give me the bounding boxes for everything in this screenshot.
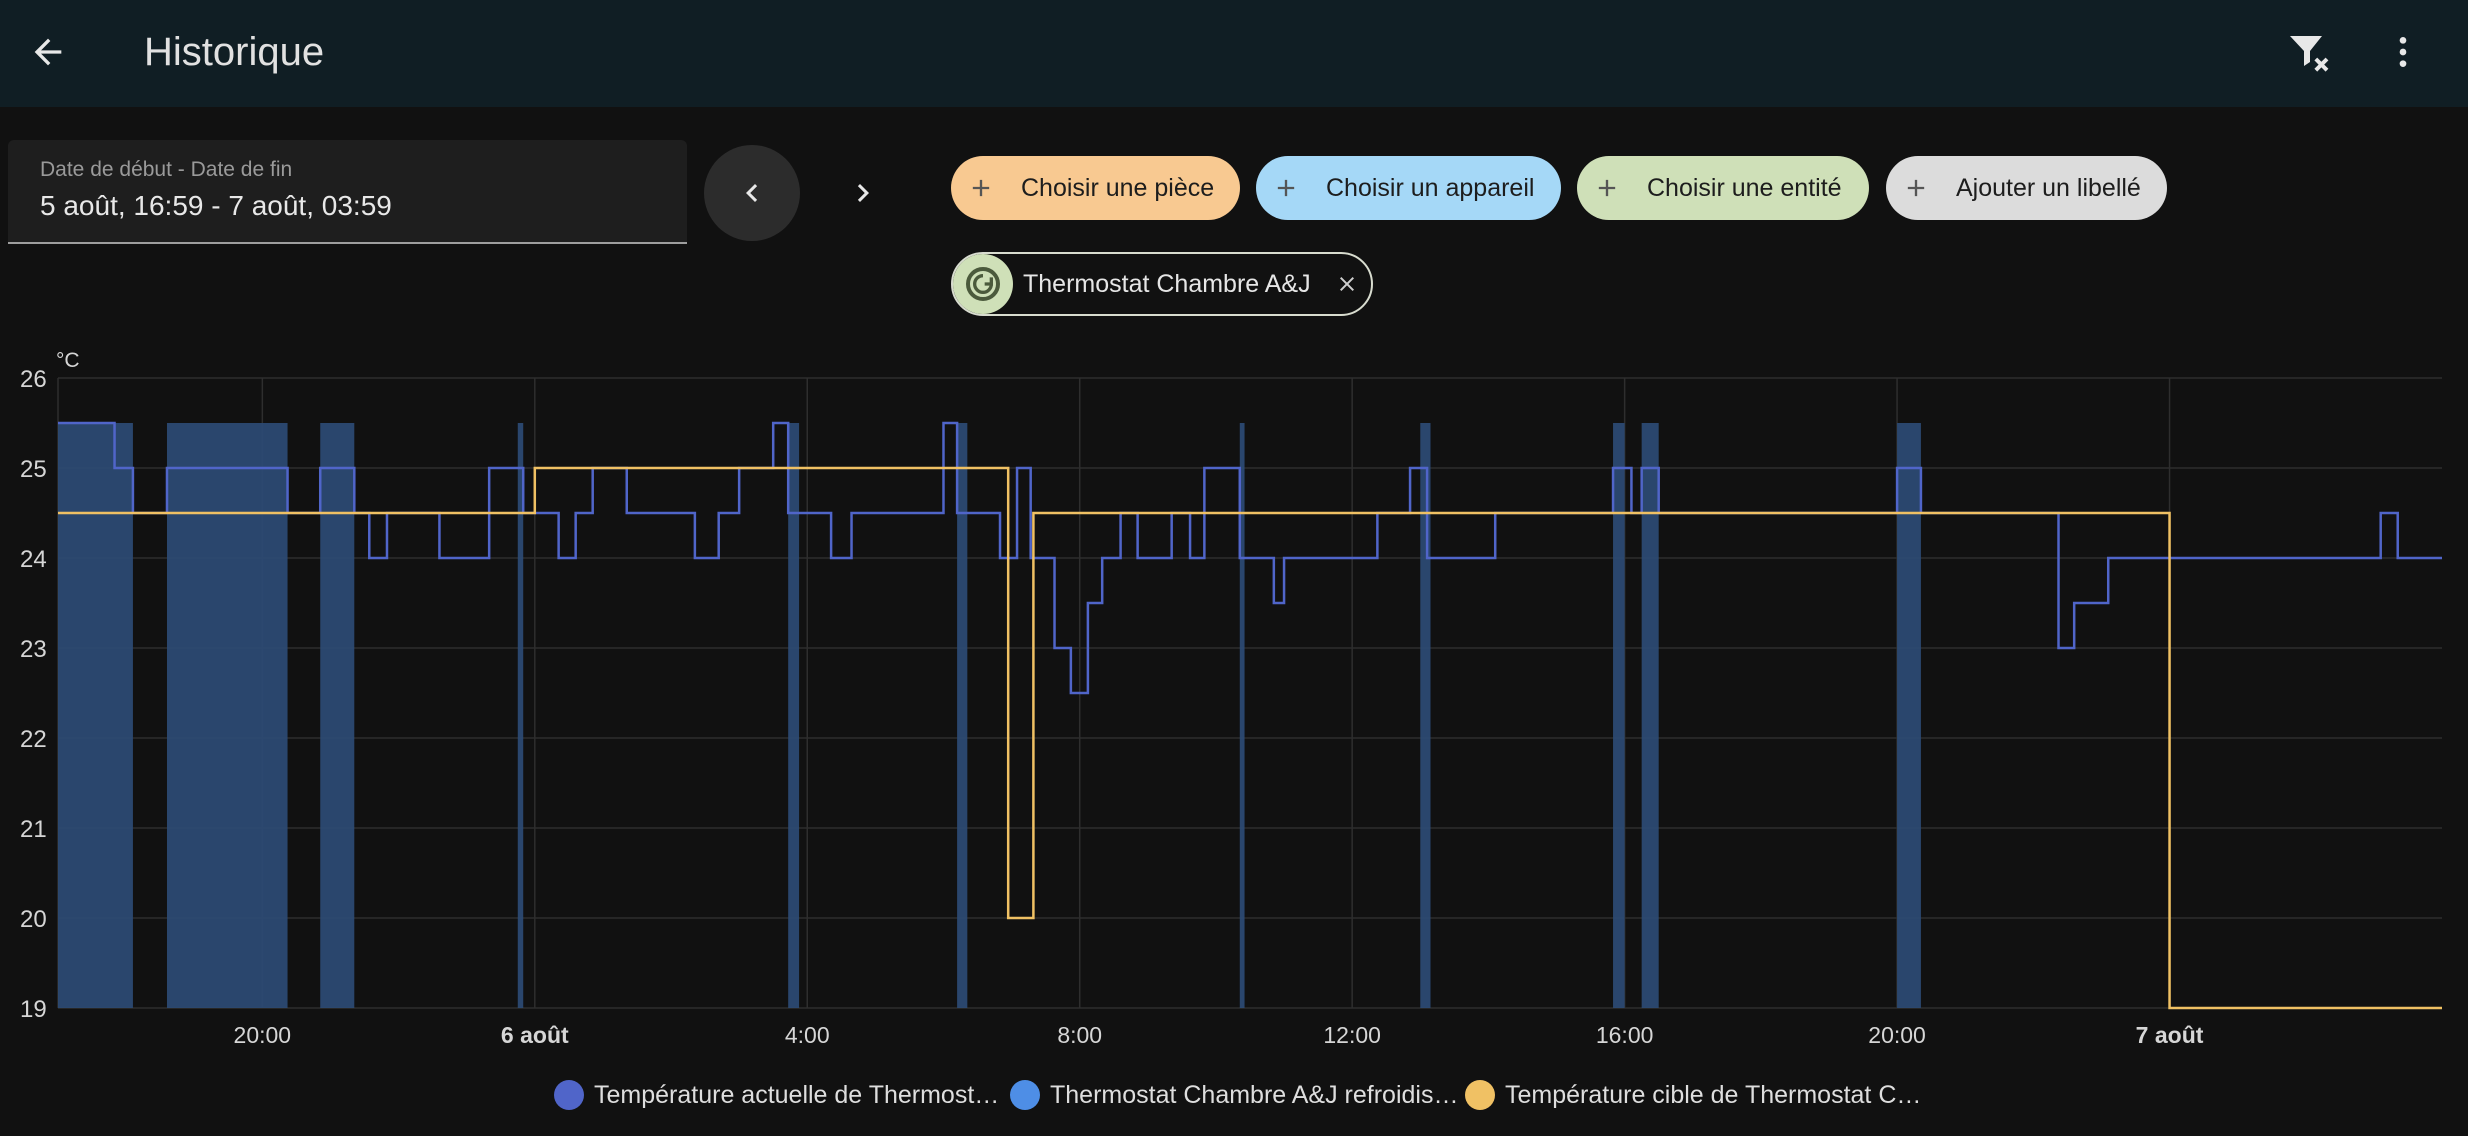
- clear-filters-button[interactable]: [2272, 16, 2344, 88]
- legend-item-cooling[interactable]: Thermostat Chambre A&J refroidis…: [1010, 1078, 1458, 1112]
- cooling-interval-bar: [166, 423, 288, 1008]
- legend-label: Température actuelle de Thermost…: [594, 1080, 1000, 1109]
- choose-area-label: Choisir une pièce: [1021, 173, 1215, 202]
- cooling-interval-bar: [1897, 423, 1921, 1008]
- x-tick-label: 20:00: [234, 1022, 292, 1048]
- back-button[interactable]: [12, 16, 84, 88]
- x-tick-label: 20:00: [1868, 1022, 1926, 1048]
- x-tick-label: 4:00: [785, 1022, 830, 1048]
- y-tick-label: 24: [20, 546, 47, 573]
- filter-remove-icon: [2290, 36, 2329, 72]
- cooling-interval-bar: [957, 423, 968, 1008]
- cooling-interval-bar: [1641, 423, 1659, 1008]
- cooling-interval-bar: [788, 423, 800, 1008]
- dots-vertical-icon: [2399, 37, 2407, 67]
- y-tick-label: 26: [20, 366, 47, 393]
- cooling-interval-bar: [1613, 423, 1625, 1008]
- app-bar: Historique: [0, 0, 2468, 107]
- arrow-left-icon: [34, 38, 62, 66]
- previous-period-button[interactable]: [704, 145, 800, 241]
- legend-swatch: [554, 1080, 584, 1110]
- cooling-interval-bar: [517, 423, 524, 1008]
- x-tick-label: 16:00: [1596, 1022, 1654, 1048]
- cooling-interval-bar: [58, 423, 133, 1008]
- x-tick-label: 7 août: [2136, 1022, 2204, 1048]
- choose-device-chip[interactable]: Choisir un appareil: [1256, 156, 1561, 220]
- plus-icon: [1277, 179, 1295, 197]
- x-tick-label: 12:00: [1323, 1022, 1381, 1048]
- y-tick-label: 21: [20, 816, 47, 843]
- plus-icon: [1598, 179, 1616, 197]
- thermostat-auto-icon: [966, 267, 1000, 301]
- legend-item-target-temp[interactable]: Température cible de Thermostat C…: [1465, 1078, 1921, 1112]
- page-title: Historique: [144, 30, 325, 74]
- remove-entity-button[interactable]: [1333, 270, 1361, 298]
- series-line-target-temperature: [58, 466, 2442, 1010]
- date-range-label: Date de début - Date de fin: [40, 158, 293, 181]
- date-range-value: 5 août, 16:59 - 7 août, 03:59: [40, 190, 392, 221]
- chevron-right-icon: [857, 184, 869, 202]
- next-period-button[interactable]: [815, 145, 911, 241]
- add-label-label: Ajouter un libellé: [1956, 173, 2141, 202]
- add-label-chip[interactable]: Ajouter un libellé: [1886, 156, 2167, 220]
- legend-label: Température cible de Thermostat C…: [1505, 1080, 1922, 1109]
- overflow-menu-button[interactable]: [2367, 16, 2439, 88]
- cooling-interval-bar: [1239, 423, 1245, 1008]
- choose-device-label: Choisir un appareil: [1326, 173, 1535, 202]
- legend-swatch: [1010, 1080, 1040, 1110]
- legend-swatch: [1465, 1080, 1495, 1110]
- y-tick-label: 20: [20, 906, 47, 933]
- choose-area-chip[interactable]: Choisir une pièce: [951, 156, 1240, 220]
- plus-icon: [972, 179, 990, 197]
- history-chart[interactable]: 19 20 21 22 23 24 25 26 °C 20:00 6 août 4:00 8:00 12:…: [0, 340, 2468, 1060]
- choose-entity-chip[interactable]: Choisir une entité: [1577, 156, 1869, 220]
- x-tick-label: 8:00: [1057, 1022, 1102, 1048]
- selected-entity-chip[interactable]: Thermostat Chambre A&J: [951, 252, 1373, 316]
- entity-name: Thermostat Chambre A&J: [1023, 269, 1311, 298]
- y-tick-label: 25: [20, 456, 47, 483]
- y-tick-label: 23: [20, 636, 47, 663]
- legend-item-current-temp[interactable]: Température actuelle de Thermost…: [554, 1078, 999, 1112]
- chevron-left-icon: [746, 184, 758, 202]
- x-tick-label: 6 août: [501, 1022, 569, 1048]
- y-tick-label: 19: [20, 996, 47, 1023]
- entity-avatar: [953, 254, 1013, 314]
- y-axis-unit: °C: [56, 349, 80, 372]
- close-icon: [1339, 277, 1354, 291]
- cooling-interval-bar: [320, 423, 355, 1008]
- legend-label: Thermostat Chambre A&J refroidis…: [1050, 1080, 1459, 1109]
- choose-entity-label: Choisir une entité: [1647, 173, 1842, 202]
- y-tick-label: 22: [20, 726, 47, 753]
- date-range-picker[interactable]: Date de début - Date de fin 5 août, 16:5…: [8, 140, 687, 244]
- cooling-interval-bar: [1420, 423, 1431, 1008]
- plus-icon: [1907, 179, 1925, 197]
